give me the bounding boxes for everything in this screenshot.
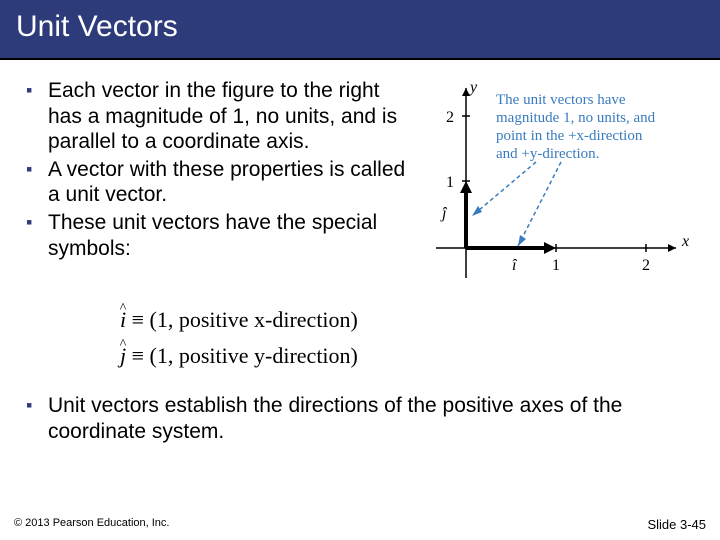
tick-label: 2 bbox=[642, 257, 650, 274]
equation-i: i^ ≡ (1, positive x-direction) bbox=[120, 307, 720, 333]
unit-vector-figure: The unit vectors have magnitude 1, no un… bbox=[426, 78, 706, 293]
pointer-arrowhead bbox=[472, 206, 482, 216]
bullet-item: Each vector in the figure to the right h… bbox=[24, 78, 418, 155]
diagram-svg: The unit vectors have magnitude 1, no un… bbox=[426, 78, 706, 288]
page-title: Unit Vectors bbox=[16, 10, 704, 44]
annotation-line: point in the +x-direction bbox=[496, 128, 643, 144]
annotation-line: magnitude 1, no units, and bbox=[496, 110, 656, 126]
tick-label: 1 bbox=[446, 174, 454, 191]
bullet-column: Each vector in the figure to the right h… bbox=[24, 78, 418, 293]
x-axis-label: x bbox=[681, 233, 689, 250]
equation-j-text: ≡ (1, positive y-direction) bbox=[126, 343, 358, 368]
y-axis-label: y bbox=[468, 79, 478, 96]
bullet-item: These unit vectors have the special symb… bbox=[24, 210, 418, 261]
copyright: © 2013 Pearson Education, Inc. bbox=[14, 517, 169, 532]
axis-arrowhead bbox=[462, 88, 470, 96]
tick-label: 2 bbox=[446, 109, 454, 126]
equation-i-text: ≡ (1, positive x-direction) bbox=[126, 307, 358, 332]
i-hat-label: î bbox=[512, 257, 518, 274]
annotation-line: and +y-direction. bbox=[496, 146, 599, 162]
annotation-line: The unit vectors have bbox=[496, 92, 626, 108]
slide-number: Slide 3-45 bbox=[647, 517, 706, 532]
bullet-list-bottom: Unit vectors establish the directions of… bbox=[0, 385, 720, 444]
footer: © 2013 Pearson Education, Inc. Slide 3-4… bbox=[14, 517, 706, 532]
bullet-item: Unit vectors establish the directions of… bbox=[24, 393, 700, 444]
pointer-line bbox=[472, 162, 536, 216]
main-content: Each vector in the figure to the right h… bbox=[0, 60, 720, 293]
j-hat-label: ĵ bbox=[440, 205, 448, 222]
tick-label: 1 bbox=[552, 257, 560, 274]
equation-block: i^ ≡ (1, positive x-direction) j^ ≡ (1, … bbox=[0, 293, 720, 385]
pointer-line bbox=[518, 162, 561, 246]
i-vector-arrowhead bbox=[544, 242, 556, 254]
j-vector-arrowhead bbox=[460, 181, 472, 193]
equation-j: j^ ≡ (1, positive y-direction) bbox=[120, 343, 720, 369]
axis-arrowhead bbox=[668, 244, 676, 252]
bullet-list-top: Each vector in the figure to the right h… bbox=[24, 78, 418, 261]
title-bar: Unit Vectors bbox=[0, 0, 720, 60]
pointer-arrowhead bbox=[518, 235, 526, 246]
bullet-item: A vector with these properties is called… bbox=[24, 157, 418, 208]
